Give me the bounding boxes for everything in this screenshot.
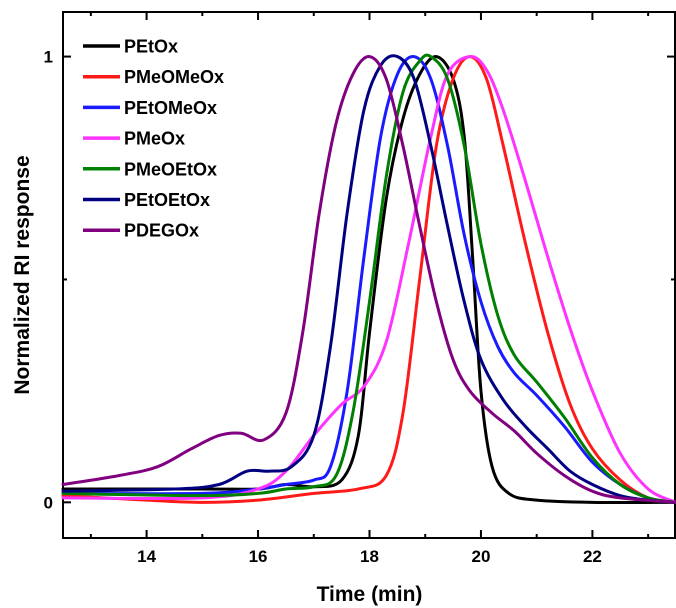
legend-label: PEtOEtOx bbox=[124, 190, 210, 210]
legend-label: PMeOMeOx bbox=[124, 67, 224, 87]
series-lines bbox=[61, 53, 676, 505]
series-line-pmeoetox bbox=[61, 53, 676, 504]
series-line-petomeox bbox=[61, 55, 676, 504]
x-tick-label: 16 bbox=[249, 547, 268, 566]
legend-label: PMeOEtOx bbox=[124, 159, 217, 179]
legend-label: PEtOMeOx bbox=[124, 98, 217, 118]
y-tick-label: 0 bbox=[44, 493, 53, 512]
series-line-petoetox bbox=[61, 54, 676, 504]
legend-label: PDEGOx bbox=[124, 221, 199, 241]
y-tick-label: 1 bbox=[44, 48, 53, 67]
x-tick-label: 14 bbox=[137, 547, 156, 566]
series-line-pmeomeox bbox=[61, 55, 676, 504]
legend-label: PMeOx bbox=[124, 129, 185, 149]
x-tick-label: 18 bbox=[360, 547, 379, 566]
axis-ticks: 14 16 18 20 22 0 1 bbox=[44, 12, 675, 566]
x-tick-label: 20 bbox=[471, 547, 490, 566]
x-tick-label: 22 bbox=[583, 547, 602, 566]
x-axis-title: Time (min) bbox=[317, 583, 423, 606]
legend-label: PEtOx bbox=[124, 37, 178, 57]
series-line-pdegox bbox=[61, 55, 676, 504]
y-axis-title: Normalized RI response bbox=[11, 155, 34, 394]
legend: PEtOx PMeOMeOx PEtOMeOx PMeOx PMeOEtOx PEtOEt… bbox=[83, 37, 224, 241]
